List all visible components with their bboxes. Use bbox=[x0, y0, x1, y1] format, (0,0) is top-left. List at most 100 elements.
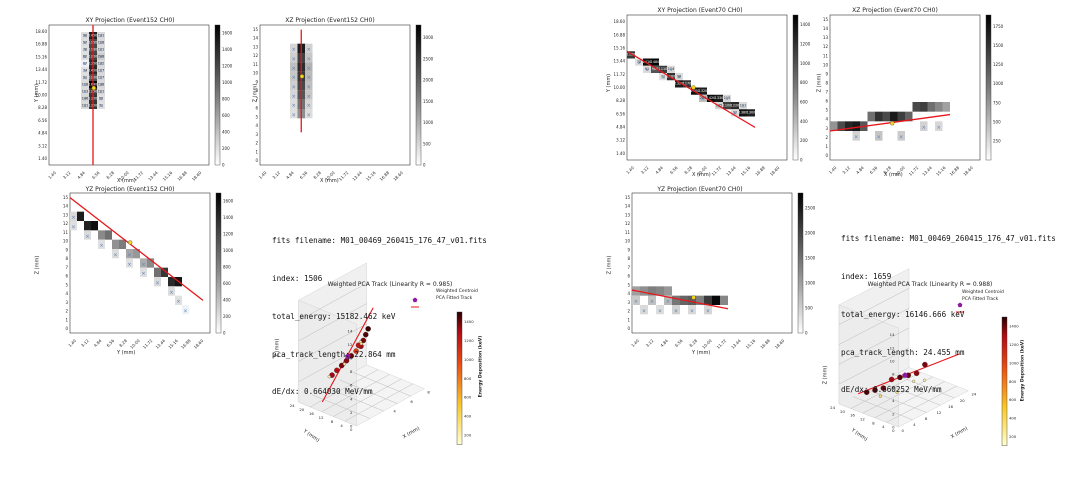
e70-pca-energy-point bbox=[922, 378, 927, 382]
e152-pca-x-tick: 4 bbox=[393, 408, 396, 413]
e70-yz-xtick: 18.60 bbox=[774, 338, 786, 350]
e152-yz-cluster-marker: × bbox=[169, 290, 173, 296]
e70-xz-cell bbox=[935, 121, 943, 131]
e70-xy-cell bbox=[723, 102, 731, 110]
e152-pca-x-tick: 6 bbox=[410, 399, 413, 404]
e152-yz-cell bbox=[140, 267, 147, 277]
info-dedx: dE/dx: 0.660252 MeV/mm bbox=[841, 385, 942, 395]
e152-xz-cell bbox=[290, 53, 298, 63]
e70-xy-xtick: 8.28 bbox=[683, 165, 693, 175]
e152-yz-ytick: 5 bbox=[65, 282, 68, 287]
e152-xy-cluster-marker: × bbox=[83, 90, 87, 96]
e70-xy-cluster-marker: × bbox=[733, 111, 737, 117]
e152-xz-ytick: 2 bbox=[255, 141, 258, 146]
e152-xy-cell bbox=[81, 60, 89, 67]
e70-yz-ytick: 12 bbox=[625, 221, 631, 226]
e152-xy-ytick: 8.28 bbox=[38, 105, 47, 110]
e70-pca-energy-point bbox=[878, 394, 882, 398]
e152-xz-cell bbox=[305, 53, 313, 63]
e70-xy-xtick: 18.60 bbox=[769, 165, 781, 177]
e152-xy-ytick: 15.16 bbox=[36, 54, 48, 59]
e152-xz-cluster-marker: × bbox=[307, 84, 311, 90]
e152-xz-xtick: 18.60 bbox=[392, 170, 404, 182]
e70-xy-cell bbox=[667, 65, 675, 73]
e152-xz-cluster-marker: × bbox=[292, 84, 296, 90]
e70-xz-cluster-marker: × bbox=[937, 125, 941, 131]
e70-pca-y-tick: 20 bbox=[840, 409, 845, 414]
e70-yz-cbar-tick: 500 bbox=[805, 306, 813, 311]
e152-yz-cell bbox=[91, 221, 98, 231]
e70-xz-cell bbox=[875, 131, 883, 141]
e152-pca-y-tick: 12 bbox=[319, 415, 324, 420]
e70-xz-cell bbox=[882, 111, 890, 122]
pca-zlabel-e70: Z (mm) bbox=[822, 365, 829, 385]
e152-pca-y-tick: 20 bbox=[299, 407, 304, 412]
e152-xy-cluster-marker: × bbox=[83, 83, 87, 89]
e70-pca-grid-line bbox=[852, 396, 913, 420]
e152-xz-cell bbox=[290, 43, 298, 53]
e152-yz-cluster-marker: × bbox=[71, 224, 75, 230]
e70-pca-z-tick: 8 bbox=[892, 372, 895, 377]
e70-xy-cell bbox=[699, 87, 707, 95]
e152-xy-cluster-marker: × bbox=[99, 104, 103, 110]
e70-pca-grid-line bbox=[850, 371, 922, 409]
e70-pca-energy-point bbox=[912, 379, 916, 383]
e152-xz-cluster-marker: × bbox=[292, 94, 296, 100]
e152-pca-energy-point bbox=[360, 337, 367, 344]
e70-xy-cluster-marker: × bbox=[741, 104, 745, 110]
e152-pca-cbar-tick: 200 bbox=[464, 433, 472, 438]
e70-xz-cluster-marker: × bbox=[877, 135, 881, 141]
e152-xy-cluster-marker: × bbox=[83, 55, 87, 61]
e152-yz-cell bbox=[70, 211, 77, 221]
e152-yz-ytick: 4 bbox=[65, 291, 68, 296]
e152-yz-cell bbox=[112, 249, 119, 259]
e70-pca-y-tick: 24 bbox=[830, 405, 835, 410]
e152-xy-cell bbox=[97, 46, 105, 53]
e152-pca-energy-point bbox=[342, 362, 347, 366]
e70-xz-cell bbox=[920, 121, 928, 131]
e70-xy-cell-label: 1330 bbox=[715, 96, 724, 100]
e152-yz-cell bbox=[168, 286, 175, 296]
e70-xz-ytick: 5 bbox=[825, 108, 828, 113]
e70-xz-cell bbox=[920, 102, 928, 112]
e70-xy-cell-label: 1180 bbox=[667, 74, 676, 78]
e152-yz-cbar-tick: 1000 bbox=[223, 248, 234, 253]
e152-yz-ytick: 0 bbox=[65, 326, 68, 331]
e70-xy-xtick: 13.44 bbox=[725, 165, 737, 177]
e152-xy-cell-label: 82 bbox=[83, 54, 87, 58]
e70-pca-x-tick: 0 bbox=[902, 428, 905, 433]
e152-pca-energy-colorbar bbox=[456, 311, 463, 445]
e152-xy-cell bbox=[97, 39, 105, 46]
e152-xy-xtick: 13.44 bbox=[147, 170, 159, 182]
e152-yz-cbar-tick: 400 bbox=[223, 298, 231, 303]
e152-xz-xtick: 13.44 bbox=[351, 170, 363, 182]
e70-yz-ytick: 7 bbox=[627, 265, 630, 270]
e70-pca-y-tick: 8 bbox=[872, 420, 875, 425]
e70-pca-grid-line bbox=[838, 307, 910, 345]
e70-xy-cell bbox=[739, 102, 747, 110]
e152-xz-ytick: 11 bbox=[253, 62, 259, 67]
e70-xy-ytick: 6.56 bbox=[616, 111, 625, 116]
e152-xy-cluster-marker: × bbox=[99, 76, 103, 82]
e152-pca-grid-line bbox=[321, 374, 390, 412]
e70-pca-energy-point bbox=[895, 390, 899, 394]
e152-pca-y-tick: 8 bbox=[331, 419, 334, 424]
e152-xy-cell-label: 91 bbox=[83, 75, 87, 79]
e152-yz-cluster-marker: × bbox=[113, 252, 117, 258]
e152-xy-cell bbox=[97, 60, 105, 67]
e152-xy-centroid bbox=[91, 85, 96, 91]
e70-xy-ytick: 13.44 bbox=[614, 59, 626, 64]
e152-xy-cell-label: 113 bbox=[82, 89, 88, 93]
e152-xy-cluster-marker: × bbox=[99, 48, 103, 54]
e152-yz-cell bbox=[126, 258, 133, 268]
e70-pca-energy-point bbox=[872, 387, 878, 393]
e70-xy-cluster-marker: × bbox=[645, 68, 649, 74]
e152-xz-cell bbox=[290, 71, 298, 81]
e70-xy-cbar-tick: 200 bbox=[800, 138, 808, 143]
e70-xy-cell bbox=[643, 65, 651, 73]
e152-xy-xtick: 1.40 bbox=[47, 170, 57, 180]
e152-xy-cell bbox=[81, 53, 89, 60]
e70-pca-z-tick: 4 bbox=[892, 398, 895, 403]
e152-yz-xtick: 1.40 bbox=[67, 338, 77, 348]
e70-pca-y-tick: 12 bbox=[860, 416, 865, 421]
